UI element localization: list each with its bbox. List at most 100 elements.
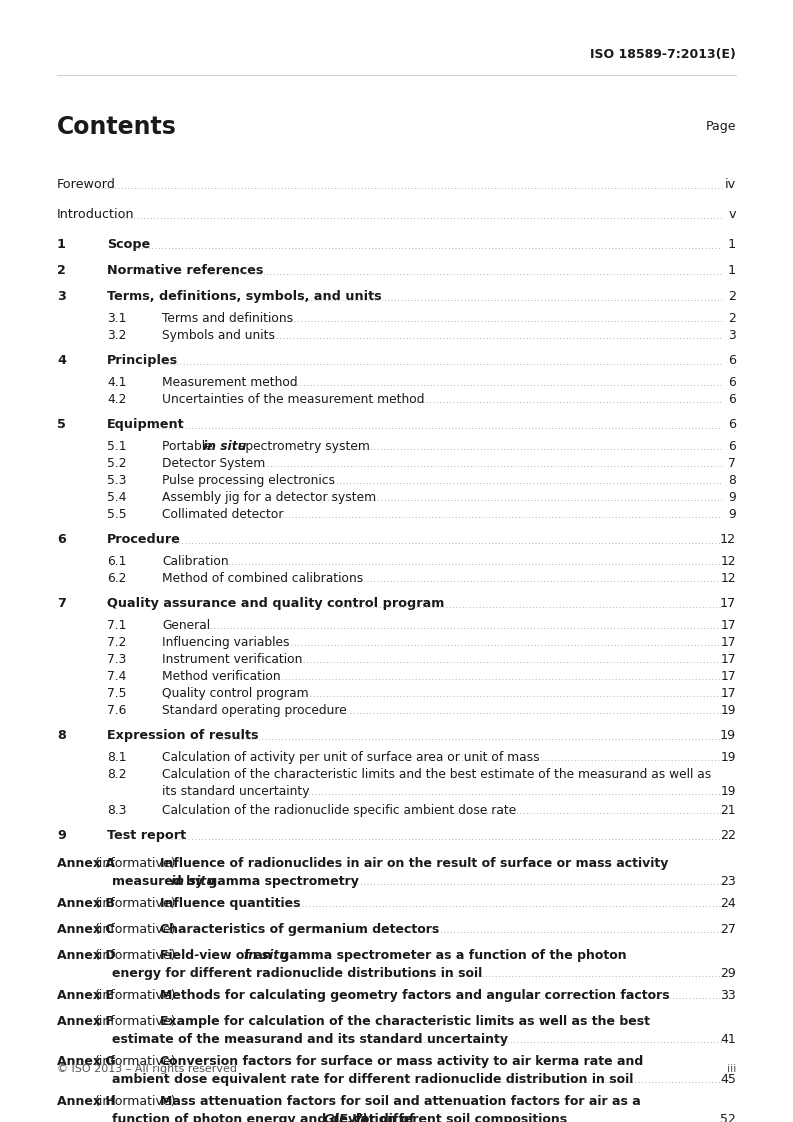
Text: Contents: Contents: [57, 114, 177, 139]
Text: Example for calculation of the characteristic limits as well as the best: Example for calculation of the character…: [160, 1015, 650, 1028]
Text: Introduction: Introduction: [57, 208, 135, 221]
Text: 7.3: 7.3: [107, 653, 126, 666]
Text: 19: 19: [721, 703, 736, 717]
Text: General: General: [162, 619, 210, 632]
Text: Annex E: Annex E: [57, 988, 114, 1002]
Text: Annex C: Annex C: [57, 923, 114, 936]
Text: estimate of the measurand and its standard uncertainty: estimate of the measurand and its standa…: [112, 1033, 508, 1046]
Text: 3: 3: [57, 289, 66, 303]
Text: 3.1: 3.1: [107, 312, 126, 325]
Text: (informative): (informative): [94, 923, 176, 936]
Text: Annex D: Annex D: [57, 949, 116, 962]
Text: 6.2: 6.2: [107, 572, 126, 585]
Text: ambient dose equivalent rate for different radionuclide distribution in soil: ambient dose equivalent rate for differe…: [112, 1073, 634, 1086]
Text: 5.1: 5.1: [107, 440, 127, 453]
Text: Principles: Principles: [107, 355, 178, 367]
Text: Symbols and units: Symbols and units: [162, 329, 275, 342]
Text: 7.2: 7.2: [107, 636, 126, 649]
Text: 2: 2: [728, 312, 736, 325]
Text: 23: 23: [720, 875, 736, 888]
Text: 17: 17: [721, 670, 736, 683]
Text: Calculation of the radionuclide specific ambient dose rate: Calculation of the radionuclide specific…: [162, 804, 516, 817]
Text: Normative references: Normative references: [107, 264, 263, 277]
Text: 2: 2: [57, 264, 66, 277]
Text: 33: 33: [720, 988, 736, 1002]
Text: 4.1: 4.1: [107, 376, 126, 389]
Text: 3: 3: [728, 329, 736, 342]
Text: Terms, definitions, symbols, and units: Terms, definitions, symbols, and units: [107, 289, 381, 303]
Text: Influence quantities: Influence quantities: [160, 896, 301, 910]
Text: 6: 6: [728, 419, 736, 431]
Text: 8.1: 8.1: [107, 751, 127, 764]
Text: Annex H: Annex H: [57, 1095, 116, 1109]
Text: Assembly jig for a detector system: Assembly jig for a detector system: [162, 491, 376, 504]
Text: Annex F: Annex F: [57, 1015, 114, 1028]
Text: 2: 2: [728, 289, 736, 303]
Text: 41: 41: [720, 1033, 736, 1046]
Text: (informative): (informative): [94, 896, 176, 910]
Text: © ISO 2013 – All rights reserved: © ISO 2013 – All rights reserved: [57, 1064, 237, 1074]
Text: 12: 12: [721, 572, 736, 585]
Text: 1: 1: [57, 238, 66, 251]
Text: G(E,V): G(E,V): [324, 1113, 368, 1122]
Text: Characteristics of germanium detectors: Characteristics of germanium detectors: [160, 923, 439, 936]
Text: 27: 27: [720, 923, 736, 936]
Text: in situ: in situ: [243, 949, 288, 962]
Text: Measurement method: Measurement method: [162, 376, 297, 389]
Text: Influencing variables: Influencing variables: [162, 636, 289, 649]
Text: Method verification: Method verification: [162, 670, 281, 683]
Text: iii: iii: [726, 1064, 736, 1074]
Text: 5.2: 5.2: [107, 457, 127, 470]
Text: 12: 12: [721, 555, 736, 568]
Text: Quality control program: Quality control program: [162, 687, 308, 700]
Text: 1: 1: [728, 238, 736, 251]
Text: 17: 17: [721, 687, 736, 700]
Text: measured by: measured by: [112, 875, 208, 888]
Text: 4.2: 4.2: [107, 393, 126, 406]
Text: 19: 19: [721, 785, 736, 798]
Text: Scope: Scope: [107, 238, 150, 251]
Text: Calibration: Calibration: [162, 555, 228, 568]
Text: 7.1: 7.1: [107, 619, 126, 632]
Text: Terms and definitions: Terms and definitions: [162, 312, 293, 325]
Text: Detector System: Detector System: [162, 457, 265, 470]
Text: Annex A: Annex A: [57, 857, 115, 870]
Text: in situ: in situ: [203, 440, 247, 453]
Text: 5.3: 5.3: [107, 473, 127, 487]
Text: 45: 45: [720, 1073, 736, 1086]
Text: 7.4: 7.4: [107, 670, 126, 683]
Text: 3.2: 3.2: [107, 329, 126, 342]
Text: 6.1: 6.1: [107, 555, 126, 568]
Text: 5.4: 5.4: [107, 491, 127, 504]
Text: 8.2: 8.2: [107, 767, 127, 781]
Text: 5: 5: [57, 419, 66, 431]
Text: for different soil compositions: for different soil compositions: [351, 1113, 568, 1122]
Text: Mass attenuation factors for soil and attenuation factors for air as a: Mass attenuation factors for soil and at…: [160, 1095, 641, 1109]
Text: 6: 6: [728, 376, 736, 389]
Text: spectrometry system: spectrometry system: [236, 440, 370, 453]
Text: 24: 24: [720, 896, 736, 910]
Text: Methods for calculating geometry factors and angular correction factors: Methods for calculating geometry factors…: [160, 988, 670, 1002]
Text: 19: 19: [720, 729, 736, 742]
Text: 4: 4: [57, 355, 66, 367]
Text: Quality assurance and quality control program: Quality assurance and quality control pr…: [107, 597, 444, 610]
Text: 9: 9: [57, 829, 66, 842]
Text: Annex G: Annex G: [57, 1055, 116, 1068]
Text: Foreword: Foreword: [57, 178, 116, 191]
Text: Portable: Portable: [162, 440, 216, 453]
Text: (informative): (informative): [94, 1015, 176, 1028]
Text: Procedure: Procedure: [107, 533, 181, 546]
Text: 6: 6: [728, 440, 736, 453]
Text: 7: 7: [57, 597, 66, 610]
Text: iv: iv: [725, 178, 736, 191]
Text: (informative): (informative): [94, 988, 176, 1002]
Text: Instrument verification: Instrument verification: [162, 653, 302, 666]
Text: 9: 9: [728, 508, 736, 521]
Text: 5.5: 5.5: [107, 508, 127, 521]
Text: in situ: in situ: [171, 875, 215, 888]
Text: Standard operating procedure: Standard operating procedure: [162, 703, 347, 717]
Text: Influence of radionuclides in air on the result of surface or mass activity: Influence of radionuclides in air on the…: [160, 857, 668, 870]
Text: 19: 19: [721, 751, 736, 764]
Text: gamma spectrometer as a function of the photon: gamma spectrometer as a function of the …: [277, 949, 627, 962]
Text: gamma spectrometry: gamma spectrometry: [204, 875, 358, 888]
